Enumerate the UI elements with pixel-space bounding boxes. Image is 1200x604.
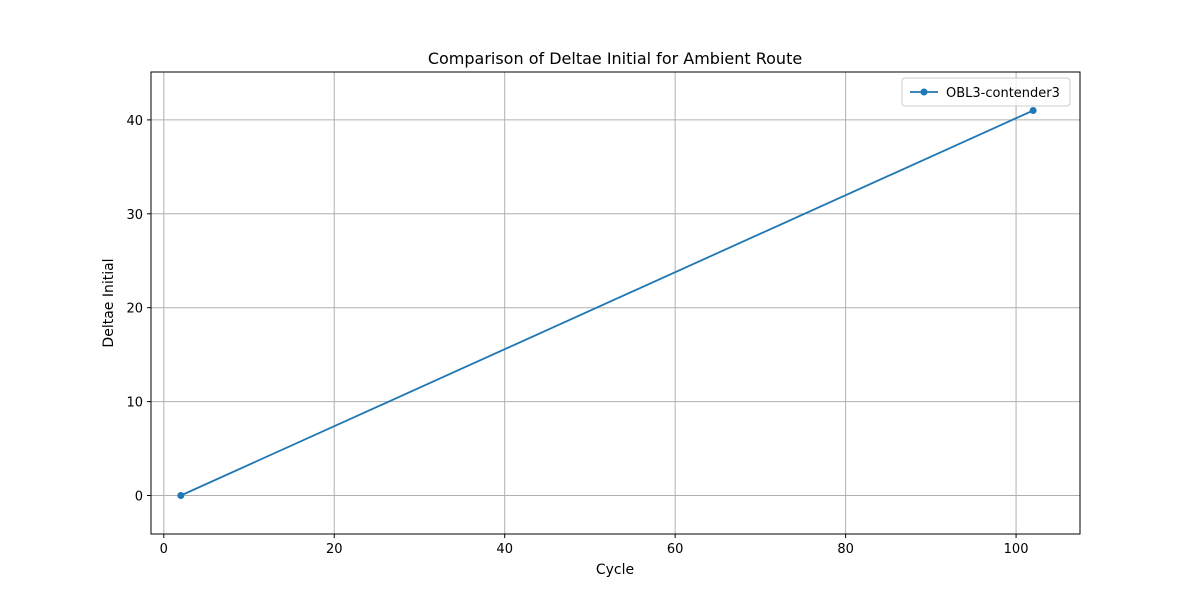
chart-title: Comparison of Deltae Initial for Ambient… — [428, 49, 802, 68]
legend-entry-label: OBL3-contender3 — [946, 86, 1060, 101]
data-point — [177, 492, 185, 499]
data-point — [1029, 107, 1037, 114]
x-tick-label: 60 — [667, 542, 684, 557]
x-tick-label: 20 — [326, 542, 343, 557]
series-layer — [177, 107, 1037, 499]
y-tick-label: 40 — [126, 114, 143, 129]
legend-box — [901, 77, 1071, 107]
x-tick-label: 40 — [496, 542, 513, 557]
x-tick-label: 0 — [160, 542, 168, 557]
plot-frame — [150, 71, 1081, 535]
y-tick-label: 30 — [126, 208, 143, 223]
x-tick-label: 80 — [837, 542, 854, 557]
y-tick-label: 0 — [135, 490, 143, 505]
legend-marker-swatch — [920, 88, 928, 96]
y-tick-label: 10 — [126, 396, 143, 411]
legend: OBL3-contender3 — [901, 77, 1071, 107]
series-line — [180, 109, 1034, 497]
y-tick-label: 20 — [126, 302, 143, 317]
x-tick-label: 100 — [1004, 542, 1029, 557]
x-axis-label: Cycle — [596, 562, 634, 578]
axes — [150, 71, 1081, 535]
grid-lines — [151, 72, 1080, 534]
y-axis-label: Deltae Initial — [101, 258, 117, 347]
tick-marks: 0 20 40 60 80 100 0 10 20 30 40 — [126, 114, 1028, 557]
